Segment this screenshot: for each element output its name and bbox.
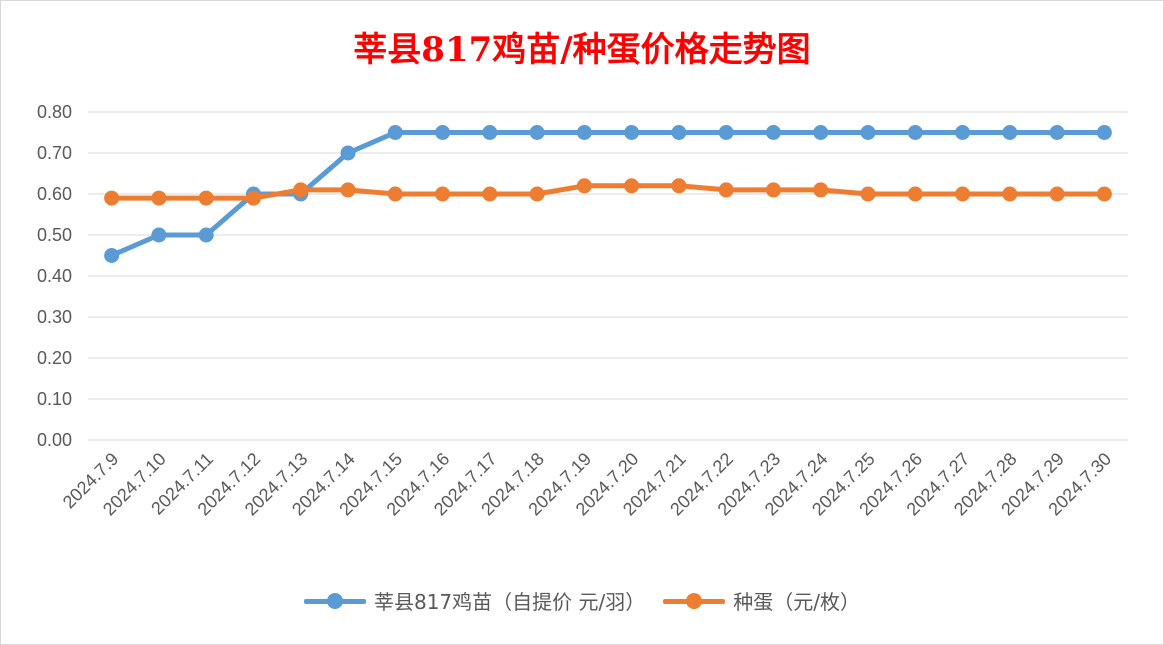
data-point-egg <box>624 178 640 194</box>
y-tick-label: 0.00 <box>37 430 72 450</box>
y-tick-label: 0.40 <box>37 266 72 286</box>
data-point-egg <box>860 186 876 202</box>
y-tick-label: 0.80 <box>37 102 72 122</box>
legend: 莘县817鸡苗（自提价 元/羽） 种蛋（元/枚） <box>0 586 1164 615</box>
data-point-egg <box>293 182 309 198</box>
y-tick-label: 0.60 <box>37 184 72 204</box>
legend-item-egg: 种蛋（元/枚） <box>663 586 860 615</box>
data-point-egg <box>387 186 403 202</box>
data-point-egg <box>245 190 261 206</box>
data-point-egg <box>482 186 498 202</box>
data-point-egg <box>529 186 545 202</box>
data-point-chick <box>340 145 356 161</box>
data-point-chick <box>435 125 451 140</box>
data-point-chick <box>813 125 829 140</box>
series-line-egg <box>109 183 1107 201</box>
data-point-chick <box>198 227 214 243</box>
legend-item-chick: 莘县817鸡苗（自提价 元/羽） <box>303 586 646 615</box>
data-point-egg <box>671 178 687 194</box>
data-point-chick <box>1096 125 1112 140</box>
data-point-egg <box>955 186 971 202</box>
data-point-chick <box>576 125 592 140</box>
data-point-egg <box>104 190 120 206</box>
y-tick-label: 0.30 <box>37 307 72 327</box>
data-point-chick <box>765 125 781 140</box>
data-point-chick <box>860 125 876 140</box>
y-tick-label: 0.10 <box>37 389 72 409</box>
legend-swatch-egg <box>663 589 726 613</box>
data-point-egg <box>1049 186 1065 202</box>
legend-label-egg: 种蛋（元/枚） <box>733 590 861 614</box>
data-point-egg <box>907 186 923 202</box>
data-point-egg <box>718 182 734 198</box>
data-point-chick <box>151 227 167 243</box>
data-point-chick <box>624 125 640 140</box>
legend-swatch-chick <box>303 589 366 613</box>
data-point-chick <box>718 125 734 140</box>
data-point-chick <box>1049 125 1065 140</box>
data-point-egg <box>813 182 829 198</box>
y-tick-label: 0.70 <box>37 143 72 163</box>
data-point-egg <box>151 190 167 206</box>
y-tick-label: 0.20 <box>37 348 72 368</box>
data-point-egg <box>435 186 451 202</box>
data-point-egg <box>765 182 781 198</box>
data-point-chick <box>387 125 403 140</box>
data-point-egg <box>340 182 356 198</box>
data-point-chick <box>907 125 923 140</box>
data-point-egg <box>1096 186 1112 202</box>
data-point-chick <box>955 125 971 140</box>
data-point-chick <box>671 125 687 140</box>
chart-title: 莘县817鸡苗/种蛋价格走势图 <box>353 30 811 70</box>
data-point-egg <box>198 190 214 206</box>
data-point-chick <box>104 248 120 263</box>
data-point-chick <box>529 125 545 140</box>
legend-label-chick: 莘县817鸡苗（自提价 元/羽） <box>373 590 646 614</box>
data-point-chick <box>1002 125 1018 140</box>
data-point-egg <box>1002 186 1018 202</box>
y-tick-label: 0.50 <box>37 225 72 245</box>
data-point-egg <box>576 178 592 194</box>
data-point-chick <box>482 125 498 140</box>
